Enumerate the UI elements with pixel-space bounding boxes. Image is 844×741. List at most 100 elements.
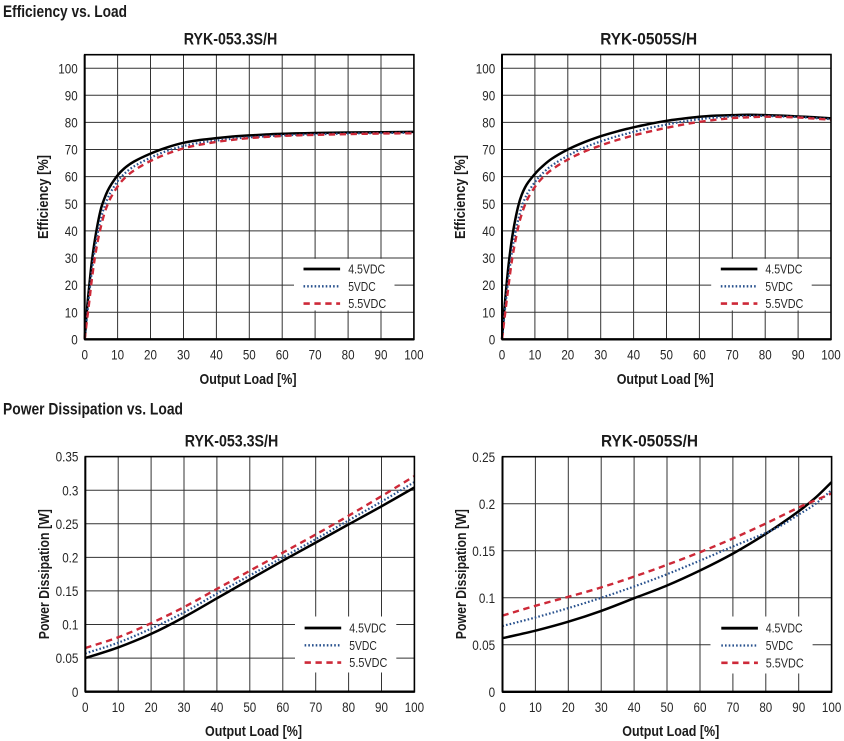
svg-text:0: 0 xyxy=(81,347,88,363)
svg-text:0.2: 0.2 xyxy=(62,550,78,566)
svg-text:Efficiency vs. Load: Efficiency vs. Load xyxy=(3,2,127,21)
svg-text:50: 50 xyxy=(243,347,256,363)
svg-text:5VDC: 5VDC xyxy=(765,280,793,294)
svg-text:100: 100 xyxy=(404,347,424,363)
svg-text:Power Dissipation vs. Load: Power Dissipation vs. Load xyxy=(3,400,183,419)
svg-text:10: 10 xyxy=(529,699,542,715)
svg-text:0.15: 0.15 xyxy=(56,583,79,599)
svg-text:5.5VDC: 5.5VDC xyxy=(765,297,803,311)
svg-text:40: 40 xyxy=(210,699,223,715)
svg-text:4.5VDC: 4.5VDC xyxy=(766,622,803,636)
svg-text:40: 40 xyxy=(482,223,495,239)
svg-text:RYK-0505S/H: RYK-0505S/H xyxy=(601,432,698,451)
svg-text:5VDC: 5VDC xyxy=(348,280,376,294)
svg-text:30: 30 xyxy=(177,347,190,363)
svg-text:40: 40 xyxy=(65,223,78,239)
svg-text:90: 90 xyxy=(482,87,495,103)
svg-text:60: 60 xyxy=(65,169,78,185)
svg-text:30: 30 xyxy=(482,250,495,266)
svg-text:80: 80 xyxy=(759,347,772,363)
svg-text:Efficiency [%]: Efficiency [%] xyxy=(452,155,469,239)
svg-text:Output Load [%]: Output Load [%] xyxy=(622,723,719,740)
svg-text:0.1: 0.1 xyxy=(62,617,78,633)
svg-text:5VDC: 5VDC xyxy=(766,639,794,653)
svg-text:30: 30 xyxy=(65,250,78,266)
svg-text:0.1: 0.1 xyxy=(479,590,495,606)
svg-text:30: 30 xyxy=(178,699,191,715)
svg-text:20: 20 xyxy=(562,699,575,715)
svg-text:20: 20 xyxy=(145,699,158,715)
svg-text:40: 40 xyxy=(627,347,640,363)
svg-text:60: 60 xyxy=(694,699,707,715)
svg-text:0.35: 0.35 xyxy=(56,449,79,465)
svg-text:0: 0 xyxy=(499,699,506,715)
svg-text:50: 50 xyxy=(660,347,673,363)
svg-text:RYK-053.3S/H: RYK-053.3S/H xyxy=(184,30,278,49)
svg-text:10: 10 xyxy=(65,304,78,320)
svg-text:90: 90 xyxy=(375,699,388,715)
svg-text:80: 80 xyxy=(759,699,772,715)
svg-text:70: 70 xyxy=(309,699,322,715)
svg-text:20: 20 xyxy=(144,347,157,363)
svg-text:0: 0 xyxy=(499,347,506,363)
svg-text:0.2: 0.2 xyxy=(479,496,495,512)
svg-text:5.5VDC: 5.5VDC xyxy=(766,656,804,670)
svg-text:60: 60 xyxy=(276,699,289,715)
svg-text:0: 0 xyxy=(71,331,78,347)
svg-text:10: 10 xyxy=(111,347,124,363)
svg-text:30: 30 xyxy=(595,699,608,715)
svg-text:50: 50 xyxy=(65,196,78,212)
svg-text:Efficiency [%]: Efficiency [%] xyxy=(35,155,52,239)
svg-text:20: 20 xyxy=(482,277,495,293)
svg-text:80: 80 xyxy=(342,347,355,363)
svg-text:Output Load [%]: Output Load [%] xyxy=(200,371,297,388)
svg-text:0: 0 xyxy=(489,684,496,700)
svg-text:10: 10 xyxy=(112,699,125,715)
svg-text:70: 70 xyxy=(726,699,739,715)
svg-text:0: 0 xyxy=(489,331,496,347)
svg-text:90: 90 xyxy=(65,87,78,103)
svg-text:20: 20 xyxy=(65,277,78,293)
svg-text:70: 70 xyxy=(482,142,495,158)
svg-text:100: 100 xyxy=(821,347,841,363)
svg-text:40: 40 xyxy=(628,699,641,715)
svg-text:4.5VDC: 4.5VDC xyxy=(348,263,385,277)
svg-text:10: 10 xyxy=(528,347,541,363)
svg-text:40: 40 xyxy=(210,347,223,363)
svg-text:Output Load [%]: Output Load [%] xyxy=(617,371,714,388)
svg-text:5.5VDC: 5.5VDC xyxy=(349,656,387,670)
svg-text:20: 20 xyxy=(561,347,574,363)
svg-text:80: 80 xyxy=(65,115,78,131)
svg-text:0.25: 0.25 xyxy=(56,516,79,532)
svg-text:10: 10 xyxy=(482,304,495,320)
svg-text:0.05: 0.05 xyxy=(472,637,495,653)
svg-text:90: 90 xyxy=(375,347,388,363)
svg-text:100: 100 xyxy=(822,699,842,715)
svg-text:90: 90 xyxy=(792,699,805,715)
svg-text:50: 50 xyxy=(661,699,674,715)
svg-text:5.5VDC: 5.5VDC xyxy=(348,297,386,311)
svg-text:Power Dissipation [W]: Power Dissipation [W] xyxy=(36,509,53,639)
svg-text:70: 70 xyxy=(726,347,739,363)
svg-text:50: 50 xyxy=(482,196,495,212)
svg-text:70: 70 xyxy=(309,347,322,363)
svg-text:30: 30 xyxy=(594,347,607,363)
svg-text:0.15: 0.15 xyxy=(472,543,495,559)
svg-text:60: 60 xyxy=(693,347,706,363)
svg-text:5VDC: 5VDC xyxy=(349,639,377,653)
svg-text:70: 70 xyxy=(65,142,78,158)
svg-text:100: 100 xyxy=(58,60,78,76)
svg-text:0: 0 xyxy=(82,699,89,715)
svg-text:Power Dissipation [W]: Power Dissipation [W] xyxy=(453,509,470,639)
svg-text:0.25: 0.25 xyxy=(472,449,495,465)
svg-text:4.5VDC: 4.5VDC xyxy=(765,263,802,277)
svg-text:100: 100 xyxy=(405,699,425,715)
svg-text:60: 60 xyxy=(482,169,495,185)
svg-text:Output Load [%]: Output Load [%] xyxy=(205,723,302,740)
svg-text:90: 90 xyxy=(792,347,805,363)
svg-text:0: 0 xyxy=(72,684,79,700)
svg-text:60: 60 xyxy=(276,347,289,363)
svg-text:0.05: 0.05 xyxy=(56,650,79,666)
svg-text:RYK-053.3S/H: RYK-053.3S/H xyxy=(185,432,279,451)
svg-text:80: 80 xyxy=(342,699,355,715)
